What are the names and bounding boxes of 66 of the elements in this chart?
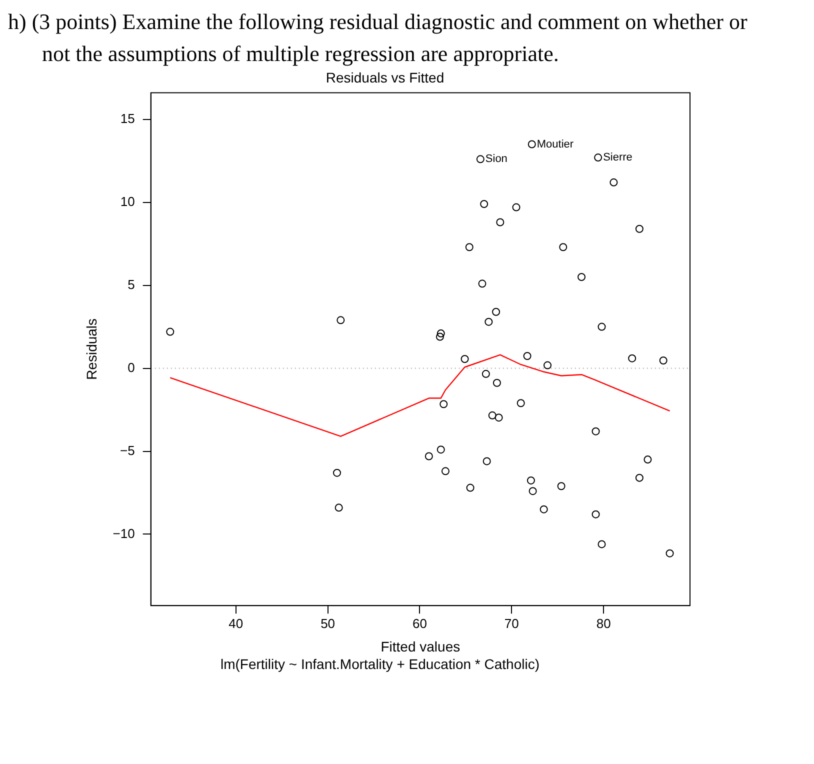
text: lm(Fertility ~ Infant.Mortality + Education * Catholic) <box>219 656 540 672</box>
y-tick-label: 15 <box>120 110 135 126</box>
point <box>516 399 525 408</box>
annotation: Moutier <box>536 138 574 150</box>
point <box>484 318 493 326</box>
point <box>492 378 501 387</box>
point <box>496 218 504 226</box>
point <box>523 352 532 360</box>
point <box>166 328 174 336</box>
y-tick-label: −10 <box>112 526 135 541</box>
y-tick-label: −5 <box>120 442 135 458</box>
x-tick-label: 50 <box>320 616 336 631</box>
point <box>465 243 474 252</box>
point <box>578 273 586 282</box>
point <box>635 224 644 233</box>
y-tick-label: 5 <box>128 276 135 292</box>
point <box>526 476 535 484</box>
y-axis-title: Residuals <box>83 318 100 380</box>
point <box>666 549 674 558</box>
point <box>478 280 486 288</box>
annotation: Sierre <box>603 152 632 164</box>
point <box>592 510 600 518</box>
text: h) (3 points) Examine the following residual diagnostic and comment on whether or not the assumptions of multiple regression are appropriate. <box>7 8 748 68</box>
point <box>492 308 500 316</box>
point <box>466 484 474 492</box>
point <box>528 487 537 496</box>
point <box>644 456 652 464</box>
point <box>540 505 548 514</box>
point <box>598 540 606 548</box>
point <box>544 361 552 370</box>
y-tick-label: 0 <box>128 360 135 375</box>
point <box>480 200 488 208</box>
x-tick-label: 80 <box>596 616 611 631</box>
point <box>594 154 602 162</box>
x-tick-label: 70 <box>504 616 519 631</box>
point <box>460 354 469 363</box>
point <box>488 411 496 420</box>
point <box>494 414 503 422</box>
point <box>635 474 644 482</box>
point <box>610 178 618 186</box>
chart-title: Residuals vs Fitted <box>326 69 444 86</box>
point <box>424 452 433 460</box>
point <box>592 427 600 436</box>
point <box>436 446 445 454</box>
x-tick-label: 60 <box>412 616 427 631</box>
point <box>559 243 568 252</box>
x-axis-title: Fitted values <box>380 638 460 654</box>
x-tick-label: 40 <box>228 616 244 631</box>
point <box>336 316 345 324</box>
point <box>334 504 343 512</box>
point <box>557 482 566 490</box>
point <box>482 370 490 378</box>
point <box>528 140 536 148</box>
point <box>436 332 444 341</box>
point <box>659 356 668 364</box>
point <box>598 322 606 331</box>
annotation: Sion <box>485 153 508 166</box>
point <box>440 400 448 408</box>
point <box>628 354 636 362</box>
point <box>512 203 520 212</box>
point <box>482 457 491 466</box>
point <box>441 467 450 476</box>
point <box>333 468 342 477</box>
point <box>436 329 445 338</box>
y-tick-label: 10 <box>120 194 135 209</box>
point <box>476 155 484 164</box>
